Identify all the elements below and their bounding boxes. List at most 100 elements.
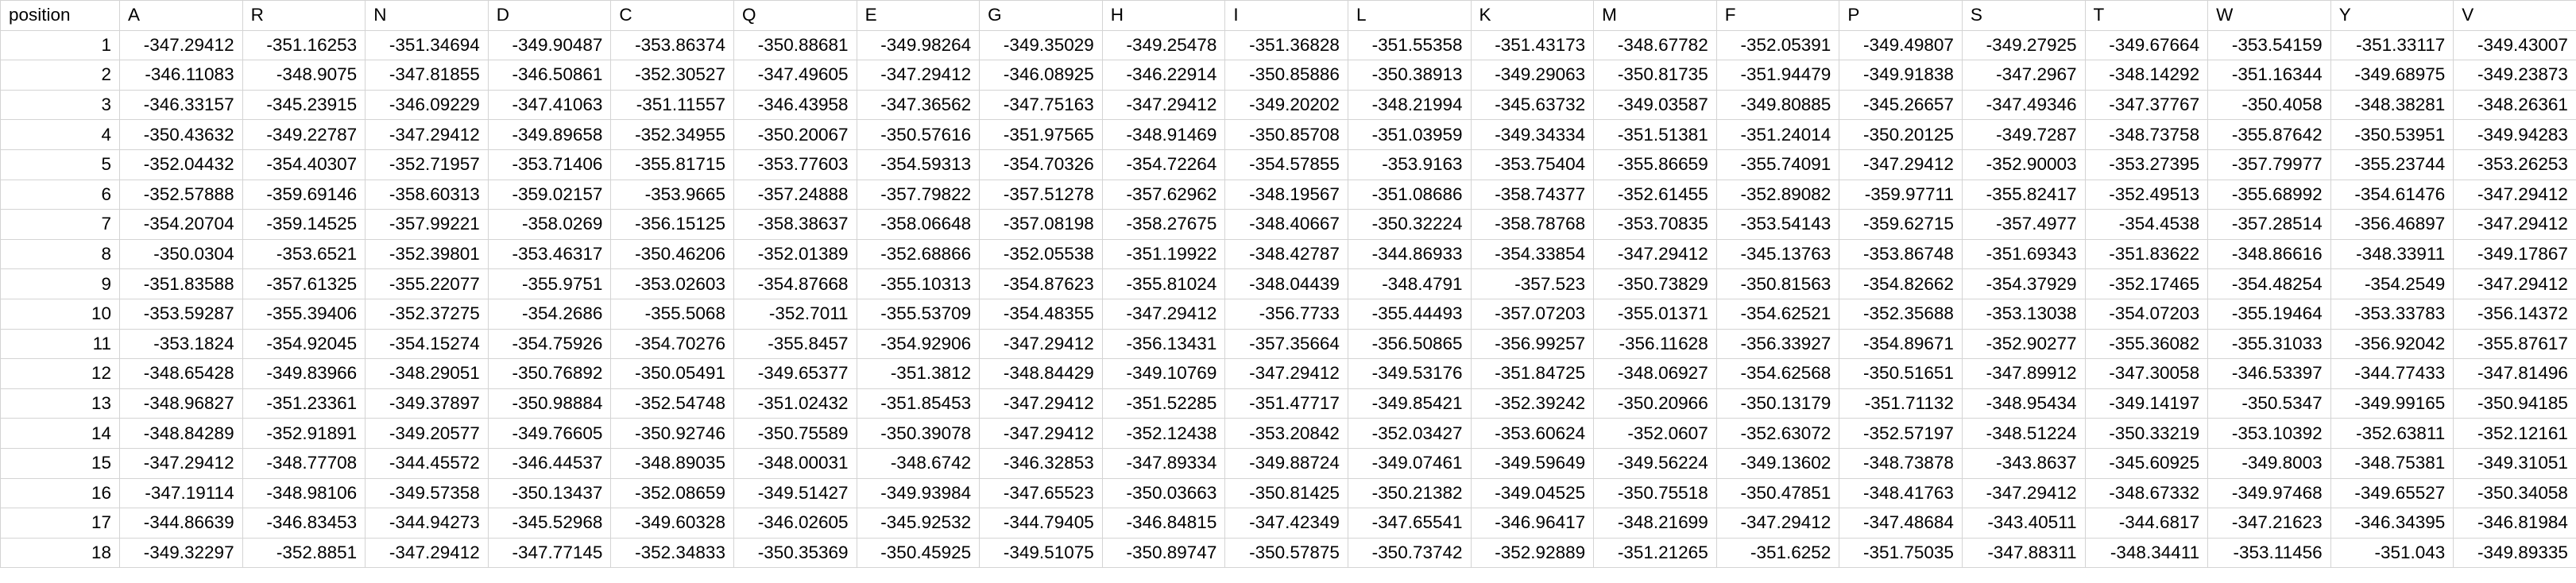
table-cell[interactable]: -348.9075 [242,60,366,91]
table-cell[interactable]: -357.61325 [242,268,366,299]
row-position-cell[interactable]: 15 [0,447,120,479]
table-cell[interactable]: -349.32297 [119,537,243,569]
table-cell[interactable]: -351.43173 [1470,29,1595,61]
table-cell[interactable]: -348.91469 [1101,119,1226,150]
table-cell[interactable]: -347.49346 [1961,89,2086,121]
table-cell[interactable]: -349.94283 [2453,119,2576,150]
table-cell[interactable]: -348.6742 [856,447,981,479]
table-cell[interactable]: -356.7733 [1224,298,1348,330]
table-cell[interactable]: -355.87617 [2453,328,2576,360]
table-cell[interactable]: -349.80885 [1715,89,1840,121]
table-cell[interactable]: -350.45925 [856,537,981,569]
table-cell[interactable]: -352.34955 [610,119,734,150]
column-header-m[interactable]: M [1593,0,1717,31]
table-cell[interactable]: -351.75035 [1839,537,1963,569]
table-cell[interactable]: -349.88724 [1224,447,1348,479]
table-cell[interactable]: -358.0269 [487,209,612,240]
table-cell[interactable]: -350.94185 [2453,388,2576,419]
table-cell[interactable]: -352.68866 [856,238,981,270]
table-cell[interactable]: -358.74377 [1470,179,1595,210]
table-cell[interactable]: -344.86933 [1347,238,1472,270]
row-position-cell[interactable]: 1 [0,29,120,61]
table-cell[interactable]: -349.89658 [487,119,612,150]
table-cell[interactable]: -349.67664 [2084,29,2209,61]
table-cell[interactable]: -348.67332 [2084,477,2209,509]
column-header-s[interactable]: S [1961,0,2086,31]
table-cell[interactable]: -346.53397 [2207,358,2331,389]
table-cell[interactable]: -349.51427 [733,477,857,509]
table-cell[interactable]: -347.89912 [1961,358,2086,389]
table-cell[interactable]: -356.99257 [1470,328,1595,360]
table-cell[interactable]: -350.53951 [2330,119,2454,150]
table-cell[interactable]: -359.69146 [242,179,366,210]
table-cell[interactable]: -349.8003 [2207,447,2331,479]
table-cell[interactable]: -350.92746 [610,418,734,449]
table-cell[interactable]: -350.85886 [1224,60,1348,91]
table-cell[interactable]: -352.39801 [365,238,489,270]
table-cell[interactable]: -345.23915 [242,89,366,121]
table-cell[interactable]: -346.02605 [733,508,857,539]
table-cell[interactable]: -350.81735 [1593,60,1717,91]
table-cell[interactable]: -352.05538 [979,238,1103,270]
table-cell[interactable]: -354.70276 [610,328,734,360]
table-cell[interactable]: -351.34694 [365,29,489,61]
table-cell[interactable]: -350.33219 [2084,418,2209,449]
table-cell[interactable]: -355.82417 [1961,179,2086,210]
table-cell[interactable]: -355.10313 [856,268,981,299]
table-cell[interactable]: -351.36828 [1224,29,1348,61]
table-cell[interactable]: -346.43958 [733,89,857,121]
table-cell[interactable]: -355.22077 [365,268,489,299]
table-cell[interactable]: -353.26253 [2453,149,2576,180]
table-cell[interactable]: -347.29412 [1101,89,1226,121]
column-header-e[interactable]: E [856,0,981,31]
table-cell[interactable]: -353.33783 [2330,298,2454,330]
table-cell[interactable]: -349.25478 [1101,29,1226,61]
table-cell[interactable]: -350.32224 [1347,209,1472,240]
table-cell[interactable]: -350.13437 [487,477,612,509]
table-cell[interactable]: -349.17867 [2453,238,2576,270]
table-cell[interactable]: -355.53709 [856,298,981,330]
table-cell[interactable]: -349.53176 [1347,358,1472,389]
table-cell[interactable]: -348.77708 [242,447,366,479]
table-cell[interactable]: -350.73742 [1347,537,1472,569]
table-cell[interactable]: -347.42349 [1224,508,1348,539]
table-cell[interactable]: -358.06648 [856,209,981,240]
table-cell[interactable]: -352.03427 [1347,418,1472,449]
table-cell[interactable]: -352.01389 [733,238,857,270]
table-cell[interactable]: -353.70835 [1593,209,1717,240]
table-cell[interactable]: -351.83588 [119,268,243,299]
row-position-cell[interactable]: 10 [0,298,120,330]
table-cell[interactable]: -349.93984 [856,477,981,509]
table-cell[interactable]: -349.03587 [1593,89,1717,121]
table-cell[interactable]: -350.21382 [1347,477,1472,509]
table-cell[interactable]: -354.89671 [1839,328,1963,360]
table-cell[interactable]: -349.98264 [856,29,981,61]
table-cell[interactable]: -347.29412 [856,60,981,91]
table-cell[interactable]: -346.81984 [2453,508,2576,539]
table-cell[interactable]: -349.60328 [610,508,734,539]
table-cell[interactable]: -347.29412 [365,537,489,569]
row-position-cell[interactable]: 7 [0,209,120,240]
row-position-cell[interactable]: 3 [0,89,120,121]
table-cell[interactable]: -355.39406 [242,298,366,330]
table-cell[interactable]: -355.23744 [2330,149,2454,180]
table-cell[interactable]: -347.37767 [2084,89,2209,121]
table-cell[interactable]: -354.92906 [856,328,981,360]
table-cell[interactable]: -346.34395 [2330,508,2454,539]
table-cell[interactable]: -355.74091 [1715,149,1840,180]
table-cell[interactable]: -348.73878 [1839,447,1963,479]
table-cell[interactable]: -352.89082 [1715,179,1840,210]
table-cell[interactable]: -352.90277 [1961,328,2086,360]
table-cell[interactable]: -348.51224 [1961,418,2086,449]
table-cell[interactable]: -351.23361 [242,388,366,419]
table-cell[interactable]: -346.09229 [365,89,489,121]
table-cell[interactable]: -352.39242 [1470,388,1595,419]
table-cell[interactable]: -352.92889 [1470,537,1595,569]
table-cell[interactable]: -354.20704 [119,209,243,240]
table-cell[interactable]: -346.11083 [119,60,243,91]
table-cell[interactable]: -354.48355 [979,298,1103,330]
row-position-cell[interactable]: 13 [0,388,120,419]
table-cell[interactable]: -351.47717 [1224,388,1348,419]
table-cell[interactable]: -344.94273 [365,508,489,539]
table-cell[interactable]: -351.51381 [1593,119,1717,150]
